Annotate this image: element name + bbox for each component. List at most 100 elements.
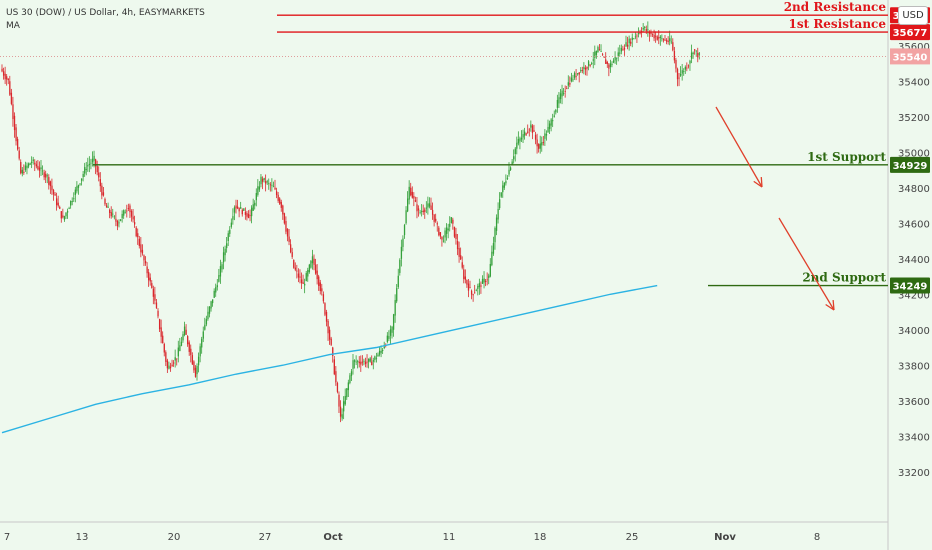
candle-body [678,77,680,79]
candle-body [458,248,460,257]
y-tick-label: 35000 [898,148,930,159]
candle-body [595,50,598,55]
forecast-arrow-1-head [760,176,763,188]
candle-body [288,236,290,242]
candle-body [143,255,145,261]
y-tick-label: 33800 [898,361,930,372]
candle-body [96,165,98,173]
candle-body [488,275,490,278]
candle-body [374,356,376,360]
candle-body [244,211,247,215]
candle-body [456,241,459,250]
candle-body [24,165,27,170]
candle-body [141,249,144,254]
candle-body [650,32,652,34]
candle-body [101,185,103,196]
candle-body [88,163,91,166]
candle-body [254,202,256,206]
candle-body [98,172,100,178]
candle-body [49,181,52,187]
candle-body [541,142,543,146]
candle-body [229,229,231,234]
candle-body [422,210,424,213]
candle-body [66,210,69,213]
candle-body [27,163,30,167]
candle-body [51,185,53,191]
candle-body [355,361,357,363]
candle-body [600,51,602,52]
candle-body [534,134,537,140]
candle-body [307,270,309,277]
candle-body [511,161,513,165]
candle-body [346,388,348,398]
candle-body [446,227,448,234]
candle-body [531,125,534,133]
indicator-label[interactable]: MA [6,21,20,31]
candle-body [275,191,278,196]
candle-body [581,70,584,71]
candle-body [70,201,72,206]
candle-body [266,181,268,183]
candle-body [171,364,173,367]
candle-body [566,88,568,90]
candle-body [408,186,410,200]
candle-body [296,270,298,272]
candle-body [664,39,666,41]
candle-body [389,329,392,336]
candle-body [698,53,701,55]
candle-body [118,222,120,224]
candle-body [233,207,236,213]
candle-body [396,288,398,302]
candle-body [623,47,626,50]
candle-body [612,60,615,63]
candle-body [662,39,665,41]
candle-body [258,186,261,190]
candle-body [689,60,691,64]
candle-body [363,360,365,362]
candle-body [113,216,116,218]
x-tick-label: 11 [443,532,456,543]
candle-body [31,161,33,163]
candle-body [361,361,364,363]
candle-body [144,260,147,264]
candle-body [513,156,515,160]
candle-body [519,138,521,142]
candle-body [230,222,233,227]
candle-body [391,326,393,333]
y-tick-label: 35600 [898,42,930,53]
candle-body [251,207,253,217]
candle-body [188,342,190,352]
candle-body [645,29,647,31]
candle-body [377,354,379,357]
candle-body [569,83,571,85]
candle-body [152,288,155,297]
candle-body [71,201,73,202]
candle-body [194,367,197,377]
candle-body [302,282,304,284]
candle-body [102,192,105,196]
candle-body [477,285,479,289]
candle-body [491,251,493,266]
candle-body [520,137,523,140]
candle-body [564,91,566,92]
candle-body [41,170,44,172]
candle-body [311,256,314,264]
x-tick-label: 7 [4,532,10,543]
candle-body [380,350,382,353]
candle-body [279,198,281,204]
candle-body [497,208,499,220]
candle-body [694,49,696,51]
candle-body [665,40,668,42]
candle-body [199,346,201,357]
candle-body [397,275,399,288]
candle-body [467,283,470,291]
currency-button[interactable]: USD [898,6,928,25]
candle-body [430,205,432,210]
candle-body [366,361,368,363]
candle-body [134,222,136,225]
candle-body [79,183,81,185]
candle-body [247,214,250,218]
candle-body [305,273,307,281]
